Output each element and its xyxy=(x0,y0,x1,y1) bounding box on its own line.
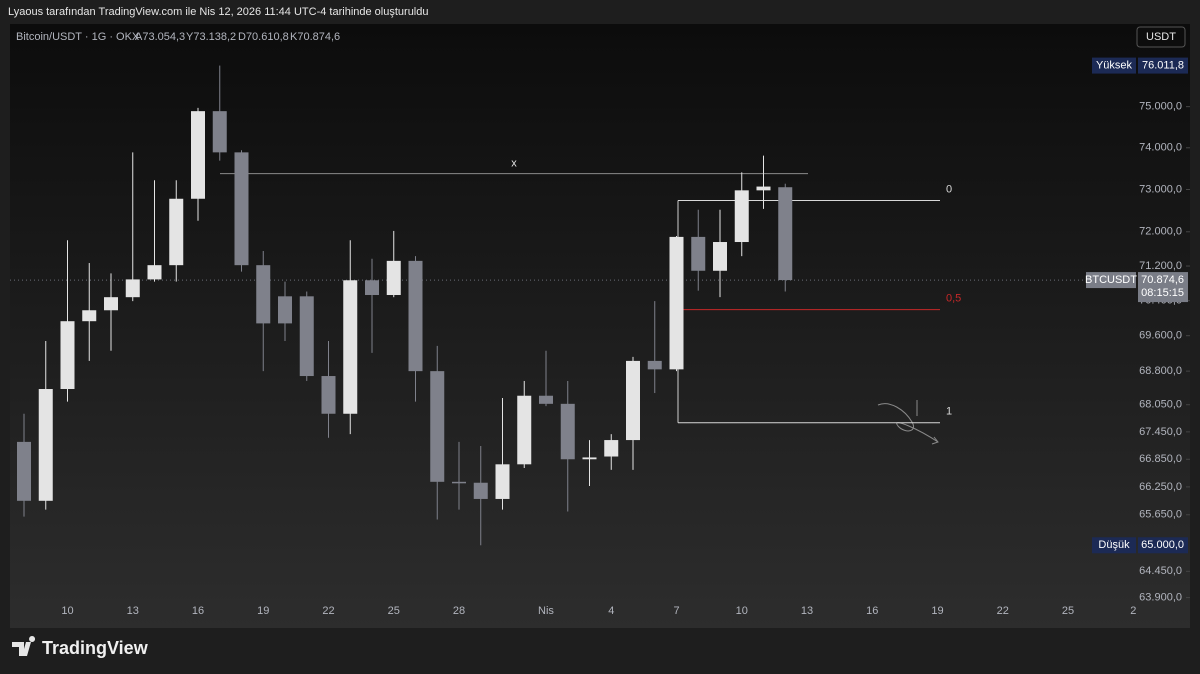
candle-body xyxy=(125,279,140,298)
price-tag-name-box xyxy=(1092,537,1136,554)
candle-body xyxy=(365,280,379,296)
candle-body xyxy=(408,260,423,372)
candle-body xyxy=(278,296,292,324)
candle-body xyxy=(473,482,488,499)
price-tag-name: Yüksek xyxy=(1096,59,1133,71)
x-tick-label: 13 xyxy=(127,605,139,617)
candle-body xyxy=(626,360,640,441)
candle-body xyxy=(169,198,184,266)
x-tick-label: 28 xyxy=(453,605,465,617)
candle-body xyxy=(495,464,510,499)
price-tag-value: 65.000,0 xyxy=(1141,539,1184,551)
candle-body xyxy=(386,260,401,296)
price-tag-value-box xyxy=(1138,537,1188,554)
header-caption: Lyaous tarafından TradingView.com ile Ni… xyxy=(8,6,429,18)
x-tick-label: 22 xyxy=(997,605,1009,617)
legend-high: Y73.138,2 xyxy=(186,31,236,43)
fib-level-label: 0 xyxy=(946,183,952,195)
candle-body xyxy=(38,389,53,501)
candle-body xyxy=(147,265,162,280)
candle-body xyxy=(104,297,118,311)
candle-body xyxy=(778,187,793,281)
candle-body xyxy=(734,190,749,243)
candle-body xyxy=(191,111,205,199)
price-tag-name: Düşük xyxy=(1098,539,1130,551)
x-tick-label: 13 xyxy=(801,605,813,617)
candle-body xyxy=(756,186,771,191)
candle-body xyxy=(60,321,75,390)
fib-level-label: 0,5 xyxy=(946,293,961,305)
candle-body xyxy=(234,152,249,266)
x-tick-label: 10 xyxy=(61,605,73,617)
price-tag-value: 76.011,8 xyxy=(1142,59,1184,71)
x-tick-label: 4 xyxy=(608,605,614,617)
y-tick-label: 68.800,0 xyxy=(1139,365,1182,377)
currency-button[interactable] xyxy=(1136,26,1186,48)
candle-body xyxy=(517,395,532,465)
x-tick-label: 22 xyxy=(322,605,334,617)
y-tick-label: 63.900,0 xyxy=(1139,592,1182,604)
freehand-arrow xyxy=(877,403,939,445)
candle-body xyxy=(82,310,97,322)
x-tick-label: 7 xyxy=(673,605,679,617)
candle-body xyxy=(452,481,466,484)
chart-panel xyxy=(10,24,1190,628)
y-tick-label: 65.650,0 xyxy=(1139,509,1182,521)
candle-body xyxy=(430,371,445,482)
legend-close: K70.874,6 xyxy=(290,31,340,43)
price-tag-name-box xyxy=(1092,57,1136,74)
last-price-countdown: 08:15:15 xyxy=(1141,287,1184,299)
candle-body xyxy=(691,236,706,271)
x-tick-label: Nis xyxy=(538,605,554,617)
legend-low: D70.610,8 xyxy=(238,31,289,43)
x-tick-label: 10 xyxy=(736,605,748,617)
candle-body xyxy=(669,236,684,370)
fib-level-label: 1 xyxy=(946,406,952,418)
candle-body xyxy=(713,242,727,271)
x-tick-label: 25 xyxy=(1062,605,1074,617)
y-tick-label: 64.450,0 xyxy=(1139,565,1182,577)
x-tick-label: 19 xyxy=(257,605,269,617)
y-tick-label: 66.250,0 xyxy=(1139,481,1182,493)
x-tick-label: 16 xyxy=(192,605,204,617)
candle-body xyxy=(647,360,662,370)
candle-body xyxy=(212,111,227,153)
x-tick-label: 19 xyxy=(931,605,943,617)
last-price-name-box xyxy=(1086,272,1136,289)
candle-body xyxy=(256,265,271,324)
candle-body xyxy=(17,441,31,501)
y-tick-label: 66.850,0 xyxy=(1139,453,1182,465)
y-tick-label: 73.000,0 xyxy=(1139,183,1182,195)
price-tag-value-box xyxy=(1138,57,1188,74)
y-tick-label: 72.000,0 xyxy=(1139,226,1182,238)
x-tick-label: 16 xyxy=(866,605,878,617)
y-tick-label: 74.000,0 xyxy=(1139,142,1182,154)
y-tick-label: 67.450,0 xyxy=(1139,426,1182,438)
candle-body xyxy=(560,403,575,460)
last-price-value: 70.874,6 xyxy=(1141,274,1184,286)
currency-label[interactable]: USDT xyxy=(1146,31,1176,43)
candle-body xyxy=(321,376,336,414)
candle-body xyxy=(299,296,314,377)
candle-body xyxy=(604,440,619,457)
y-tick-label: 71.200,0 xyxy=(1139,260,1182,272)
last-price-value-box xyxy=(1138,272,1188,303)
candle-body xyxy=(582,457,597,460)
y-tick-label: 69.600,0 xyxy=(1139,330,1182,342)
legend-symbol: Bitcoin/USDT · 1G · OKX xyxy=(16,31,140,43)
last-price-name: BTCUSDT xyxy=(1085,274,1137,286)
candle-body xyxy=(539,395,553,404)
brand-logo xyxy=(12,636,36,656)
brand-name: TradingView xyxy=(42,638,149,658)
candle-body xyxy=(343,280,358,414)
y-tick-label: 75.000,0 xyxy=(1139,101,1182,113)
y-tick-label: 68.050,0 xyxy=(1139,399,1182,411)
x-tick-label: 25 xyxy=(388,605,400,617)
legend-open: A73.054,3 xyxy=(135,31,185,43)
footer: TradingView xyxy=(12,636,149,658)
x-tick-label: 2 xyxy=(1130,605,1136,617)
horizontal-line-label: x xyxy=(511,157,517,169)
